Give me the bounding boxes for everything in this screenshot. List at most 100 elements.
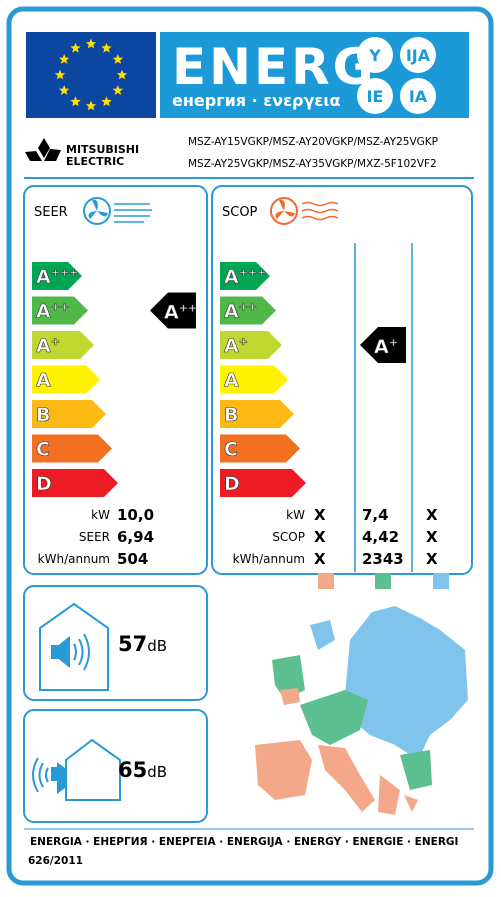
energy-word: ENERG bbox=[172, 38, 377, 96]
star bbox=[85, 38, 97, 49]
footer-languages: ENERGIA · ЕНЕРГИЯ · ΕΝΕΡΓΕΙΑ · ENERGIJA … bbox=[30, 836, 458, 848]
class-letter: D bbox=[224, 473, 240, 495]
star bbox=[112, 54, 124, 64]
class-letter: A bbox=[164, 302, 179, 324]
class-arrow bbox=[220, 469, 306, 497]
cooling-panel bbox=[23, 185, 208, 575]
row-value: 6,94 bbox=[117, 528, 154, 546]
eu-stars bbox=[54, 38, 128, 111]
heating-panel bbox=[211, 185, 473, 575]
class-letter: A bbox=[36, 266, 51, 288]
class-letter: A bbox=[224, 335, 239, 357]
class-arrow bbox=[32, 331, 94, 359]
row-label: kW bbox=[91, 508, 110, 522]
class-arrow bbox=[220, 400, 294, 428]
class-arrow bbox=[32, 365, 100, 394]
row-value: X bbox=[314, 528, 326, 546]
energy-subtitle: енергия · ενεργεια bbox=[172, 91, 340, 110]
class-letter: B bbox=[36, 404, 50, 426]
row-value: 4,42 bbox=[362, 528, 399, 546]
class-label: A+++ bbox=[36, 266, 78, 288]
class-arrow bbox=[220, 296, 276, 325]
class-label: D bbox=[36, 473, 52, 495]
class-plus: +++ bbox=[51, 266, 79, 279]
class-arrow bbox=[220, 262, 270, 290]
class-letter: C bbox=[36, 439, 50, 461]
star bbox=[112, 85, 124, 95]
class-label: A++ bbox=[36, 301, 69, 323]
row-value: X bbox=[426, 528, 438, 546]
indoor-noise-icon bbox=[39, 602, 109, 691]
class-plus: ++ bbox=[179, 302, 197, 315]
class-letter: A bbox=[224, 370, 239, 392]
star bbox=[70, 42, 81, 53]
row-label: kWh/annum bbox=[38, 552, 110, 566]
class-label: A+++ bbox=[224, 266, 266, 288]
noise-number: 65 bbox=[118, 758, 147, 782]
outdoor-noise-panel bbox=[23, 709, 208, 823]
class-letter: A bbox=[36, 301, 51, 323]
regulation: 626/2011 bbox=[28, 855, 83, 867]
class-label: C bbox=[224, 439, 238, 461]
row-value: X bbox=[426, 550, 438, 568]
noise-unit: dB bbox=[147, 637, 167, 655]
suffix-badge bbox=[400, 78, 436, 114]
class-label: A+ bbox=[224, 335, 248, 357]
suffix-text: IA bbox=[409, 87, 428, 106]
class-label: A++ bbox=[164, 302, 197, 324]
noise-value: 57dB bbox=[118, 632, 167, 656]
model-line: MSZ-AY15VGKP/MSZ-AY20VGKP/MSZ-AY25VGKP bbox=[188, 136, 438, 148]
star bbox=[58, 54, 70, 64]
class-label: A bbox=[36, 370, 51, 392]
suffix-badge bbox=[357, 37, 393, 73]
class-label: B bbox=[224, 404, 238, 426]
row-value: 2343 bbox=[362, 550, 404, 568]
heating-fan-icon bbox=[270, 197, 339, 225]
class-plus: ++ bbox=[239, 301, 257, 314]
star bbox=[85, 100, 97, 111]
row-value: X bbox=[314, 550, 326, 568]
class-arrow bbox=[32, 469, 118, 497]
zone-swatch bbox=[375, 573, 391, 589]
class-arrow bbox=[220, 331, 282, 359]
zone-swatch bbox=[433, 573, 449, 589]
noise-value: 65dB bbox=[118, 758, 167, 782]
climate-map bbox=[255, 606, 468, 815]
suffix-badge bbox=[357, 78, 393, 114]
class-arrow bbox=[220, 434, 300, 463]
suffix-text: IE bbox=[367, 87, 384, 106]
class-letter: B bbox=[224, 404, 238, 426]
row-value: X bbox=[314, 506, 326, 524]
class-label: D bbox=[224, 473, 240, 495]
class-plus: +++ bbox=[239, 266, 267, 279]
indoor-noise-panel bbox=[23, 585, 208, 701]
class-arrow bbox=[220, 365, 288, 394]
row-label: SCOP bbox=[272, 530, 305, 544]
suffix-text: Y bbox=[368, 46, 381, 65]
brand-name: ELECTRIC bbox=[66, 155, 124, 168]
rating-arrow bbox=[360, 327, 406, 363]
class-label: B bbox=[36, 404, 50, 426]
zone-swatch bbox=[318, 573, 334, 589]
class-letter: A bbox=[36, 335, 51, 357]
class-plus: ++ bbox=[51, 301, 69, 314]
row-value: 504 bbox=[117, 550, 148, 568]
row-label: kW bbox=[286, 508, 305, 522]
class-label: A+ bbox=[36, 335, 60, 357]
class-arrow bbox=[32, 296, 88, 325]
class-letter: C bbox=[224, 439, 238, 461]
star bbox=[54, 69, 66, 80]
class-arrow bbox=[32, 434, 112, 463]
outdoor-noise-icon bbox=[32, 738, 121, 801]
cooling-fan-icon bbox=[83, 197, 152, 225]
star bbox=[101, 96, 112, 107]
class-letter: A bbox=[36, 370, 51, 392]
row-value: 7,4 bbox=[362, 506, 389, 524]
class-letter: A bbox=[224, 301, 239, 323]
mitsubishi-logo bbox=[25, 138, 61, 161]
brand-name: MITSUBISHI bbox=[66, 143, 139, 156]
star bbox=[58, 85, 70, 95]
star bbox=[70, 96, 81, 107]
